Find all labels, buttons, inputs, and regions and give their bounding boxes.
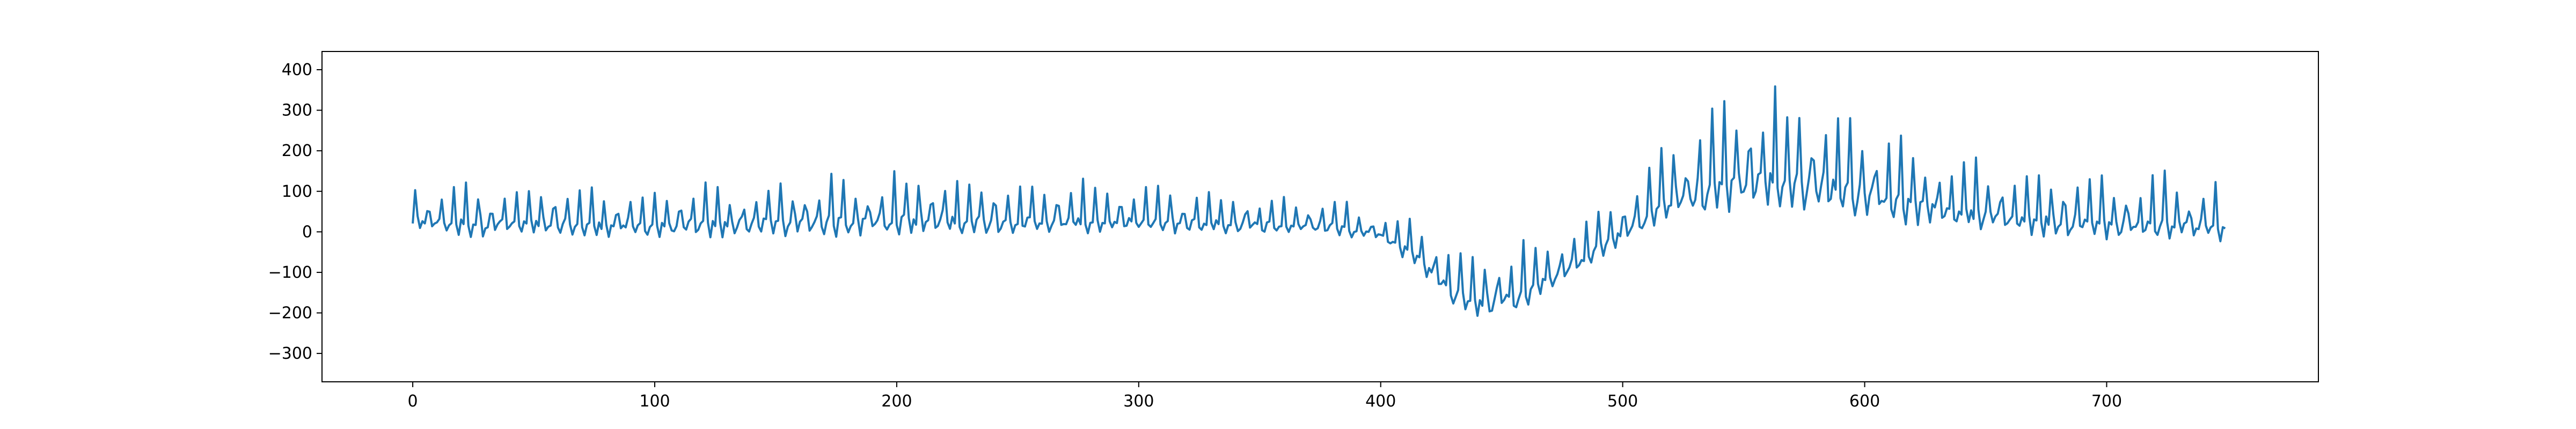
series-layer — [412, 85, 2226, 317]
y-tick-label: −200 — [268, 304, 312, 323]
y-tick-label: 400 — [282, 61, 312, 79]
y-tick-label: −100 — [268, 263, 312, 282]
x-tick-label: 0 — [408, 392, 418, 411]
x-tick-label: 300 — [1123, 392, 1154, 411]
y-tick-label: 0 — [302, 223, 312, 241]
x-tick-label: 100 — [639, 392, 670, 411]
series-line — [412, 85, 2226, 317]
y-tick-label: −300 — [268, 344, 312, 363]
plot-frame — [321, 51, 2319, 382]
y-tick-label: 200 — [282, 142, 312, 160]
x-tick-label: 700 — [2091, 392, 2122, 411]
y-tick-label: 300 — [282, 101, 312, 120]
y-tick-label: 100 — [282, 182, 312, 201]
x-tick-label: 400 — [1365, 392, 1396, 411]
x-tick-label: 200 — [881, 392, 912, 411]
x-tick-label: 500 — [1607, 392, 1638, 411]
x-tick-label: 600 — [1849, 392, 1880, 411]
axes-layer: 0 100 200 300 400 500 600 700 −300 −200 −100 0 100 20… — [268, 61, 2122, 411]
